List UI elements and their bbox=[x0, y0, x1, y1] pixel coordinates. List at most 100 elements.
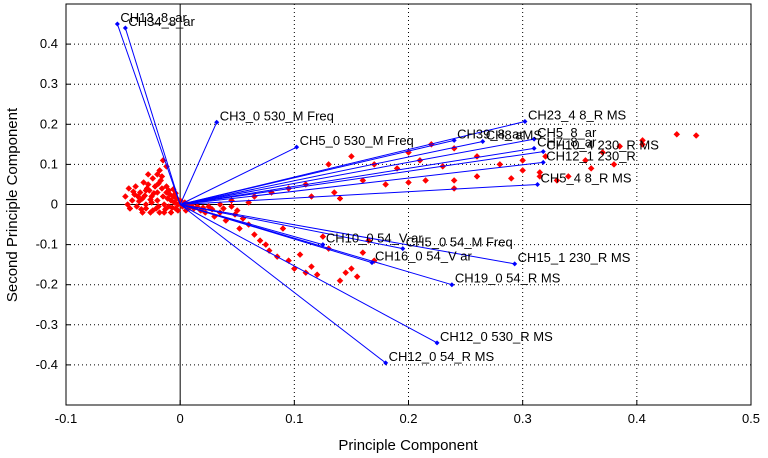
data-point bbox=[167, 209, 175, 216]
data-point bbox=[156, 209, 163, 216]
vector-line bbox=[179, 122, 218, 205]
data-point bbox=[144, 171, 152, 178]
y-tick-label: -0.2 bbox=[36, 277, 58, 292]
data-point bbox=[353, 273, 361, 281]
x-tick-label: 0.5 bbox=[742, 411, 760, 426]
vector-line bbox=[180, 183, 538, 205]
data-point bbox=[313, 271, 321, 279]
y-tick-label: 0 bbox=[51, 197, 58, 212]
data-point bbox=[473, 173, 481, 180]
data-point bbox=[126, 205, 134, 212]
data-point bbox=[236, 225, 243, 232]
vector-line bbox=[180, 147, 535, 205]
vector-label: CH16_0 54_V ar bbox=[375, 249, 473, 264]
data-point bbox=[365, 237, 372, 244]
data-point bbox=[692, 132, 700, 139]
data-point bbox=[141, 192, 149, 200]
data-point bbox=[542, 153, 549, 160]
x-tick-label: -0.1 bbox=[55, 411, 77, 426]
data-point bbox=[348, 153, 355, 160]
data-point bbox=[359, 249, 367, 256]
data-point bbox=[149, 175, 157, 182]
y-axis-title: Second Principle Component bbox=[4, 107, 21, 302]
y-tick-label: 0.1 bbox=[40, 156, 58, 171]
vector-marker bbox=[512, 261, 518, 267]
data-point bbox=[142, 205, 150, 212]
data-point bbox=[153, 171, 161, 178]
data-point bbox=[507, 175, 515, 182]
data-point bbox=[135, 197, 143, 205]
vector-label: CH5_0 530_M Freq bbox=[300, 133, 414, 148]
data-point bbox=[128, 197, 136, 204]
y-tick-label: -0.4 bbox=[36, 357, 58, 372]
data-point bbox=[599, 149, 606, 156]
data-point bbox=[174, 207, 182, 214]
vector-label: CH5_8_ar bbox=[537, 125, 597, 140]
data-point bbox=[519, 167, 527, 174]
data-point bbox=[152, 205, 160, 212]
vector-marker bbox=[531, 136, 537, 142]
vector-label: CH10_0 54_V ar bbox=[326, 231, 424, 246]
vector-line bbox=[180, 138, 535, 205]
data-point bbox=[160, 209, 168, 216]
vector-line bbox=[180, 151, 544, 205]
data-point bbox=[139, 209, 146, 216]
data-point bbox=[450, 177, 458, 184]
vector-line bbox=[179, 146, 297, 205]
x-axis-title: Principle Component bbox=[338, 437, 478, 454]
y-tick-labels: 0.4 0.3 0.2 0.1 0 -0.1 -0.2 -0.3 -0.4 bbox=[36, 36, 58, 372]
data-point bbox=[673, 130, 681, 138]
data-point bbox=[519, 157, 527, 164]
data-point bbox=[133, 203, 141, 210]
vector-line bbox=[180, 141, 483, 205]
vector-label: CH10_4 230_R MS bbox=[546, 138, 659, 153]
vector-line bbox=[179, 204, 386, 364]
vector-label: CH8 aMS bbox=[486, 128, 543, 143]
x-tick-label: 0.1 bbox=[285, 411, 303, 426]
vector-line bbox=[180, 204, 403, 250]
data-point bbox=[422, 177, 429, 184]
data-point bbox=[582, 157, 589, 164]
vector-marker bbox=[451, 137, 457, 143]
data-point bbox=[153, 197, 161, 204]
vector-label: CH12_0 54_R MS bbox=[389, 349, 495, 364]
data-point bbox=[147, 209, 154, 216]
vector-marker bbox=[400, 246, 406, 252]
vector-label: CH7_8_ar bbox=[537, 134, 597, 149]
data-point bbox=[616, 143, 624, 150]
data-point bbox=[140, 179, 147, 186]
vector-marker bbox=[214, 119, 220, 125]
data-point bbox=[610, 161, 618, 168]
data-point bbox=[132, 183, 139, 190]
data-point bbox=[587, 165, 595, 172]
vector-marker bbox=[535, 181, 541, 187]
data-point bbox=[158, 185, 166, 192]
vector-marker bbox=[434, 340, 440, 346]
vector-marker bbox=[480, 139, 486, 145]
data-point bbox=[256, 237, 264, 244]
x-tick-labels: -0.1 0 0.1 0.2 0.3 0.4 0.5 bbox=[55, 411, 760, 426]
data-point bbox=[150, 189, 158, 197]
vector-label: CH13_8_ar bbox=[120, 10, 187, 25]
vector-line bbox=[180, 204, 515, 265]
vector-line bbox=[180, 204, 453, 286]
data-point bbox=[296, 251, 304, 258]
x-tick-label: 0.3 bbox=[514, 411, 532, 426]
vector-marker bbox=[540, 149, 546, 155]
vector-line bbox=[180, 139, 455, 205]
vector-label: CH34_8_ar bbox=[128, 14, 195, 29]
data-point bbox=[336, 195, 344, 202]
data-point bbox=[251, 231, 258, 238]
vector-marker bbox=[294, 144, 300, 150]
data-point bbox=[308, 263, 315, 271]
vector-marker bbox=[122, 25, 128, 31]
y-tick-label: 0.3 bbox=[40, 76, 58, 91]
vector-marker bbox=[531, 145, 537, 151]
data-point bbox=[553, 177, 561, 184]
vector-marker bbox=[522, 118, 528, 124]
data-point bbox=[308, 193, 315, 200]
data-point bbox=[130, 188, 137, 196]
